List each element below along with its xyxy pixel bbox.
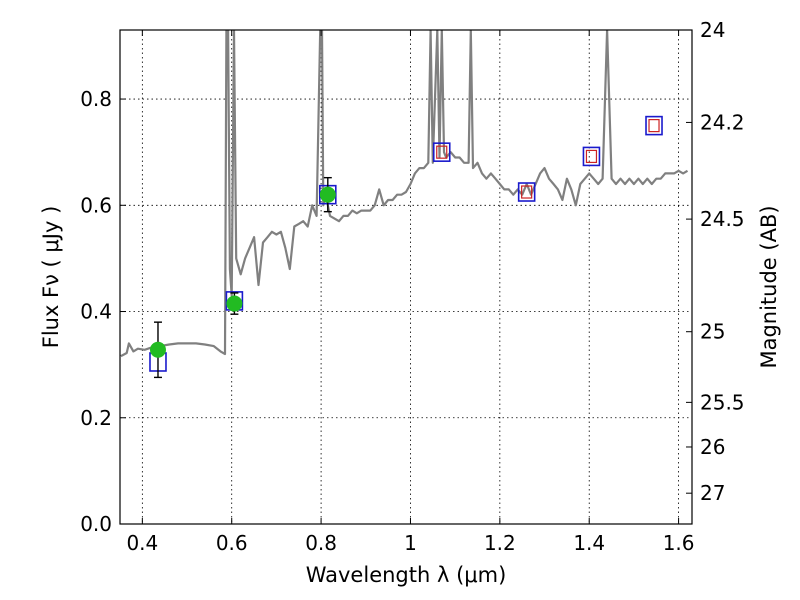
measured-point-2 — [319, 186, 336, 203]
x-tick-label-2: 0.8 — [305, 531, 337, 555]
right-tick-label-4: 25.5 — [700, 390, 745, 414]
model-point-inner-5 — [585, 149, 598, 164]
y-tick-label-3: 0.6 — [80, 193, 112, 217]
right-tick-label-5: 26 — [700, 435, 725, 459]
x-tick-label-1: 0.6 — [216, 531, 248, 555]
y-tick-label-0: 0.0 — [80, 512, 112, 536]
model-point-6 — [645, 115, 663, 136]
x-tick-label-5: 1.4 — [573, 531, 605, 555]
right-axis-label: Magnitude (AB) — [757, 205, 781, 368]
y-tick-label-1: 0.2 — [80, 406, 112, 430]
right-tick-label-3: 25 — [700, 320, 725, 344]
measured-point-1 — [226, 295, 243, 312]
x-axis-label: Wavelength λ (μm) — [306, 563, 507, 587]
axes: 0.4 0.6 0.8 1 1.2 1.4 1.6 0.0 0.2 0.4 0.6 0.8 24 24.2… — [80, 18, 744, 555]
y-tick-label-4: 0.8 — [80, 87, 112, 111]
model-point-inner-3 — [436, 145, 448, 159]
x-tick-label-6: 1.6 — [663, 531, 695, 555]
plot-frame — [119, 29, 693, 525]
y-tick-label-2: 0.4 — [80, 300, 112, 324]
right-tick-label-2: 24.5 — [700, 207, 745, 231]
x-tick-label-3: 1 — [404, 531, 417, 555]
model-point-inner-4 — [521, 185, 533, 199]
x-tick-label-4: 1.2 — [484, 531, 516, 555]
spectrum-layer — [120, 30, 689, 358]
model-point-5 — [582, 146, 601, 167]
x-tick-label-0: 0.4 — [126, 531, 158, 555]
spectrum-line — [120, 30, 689, 358]
grid — [120, 30, 692, 524]
markers-layer — [149, 115, 663, 379]
model-point-inner-6 — [648, 119, 660, 133]
y-axis-label: Flux Fν ( μJy ) — [39, 206, 63, 349]
right-tick-label-6: 27 — [700, 481, 725, 505]
model-point-4 — [517, 182, 536, 202]
right-tick-label-1: 24.2 — [700, 110, 745, 134]
measured-point-0 — [149, 341, 166, 358]
model-point-3 — [432, 142, 451, 162]
right-tick-label-0: 24 — [700, 18, 725, 42]
